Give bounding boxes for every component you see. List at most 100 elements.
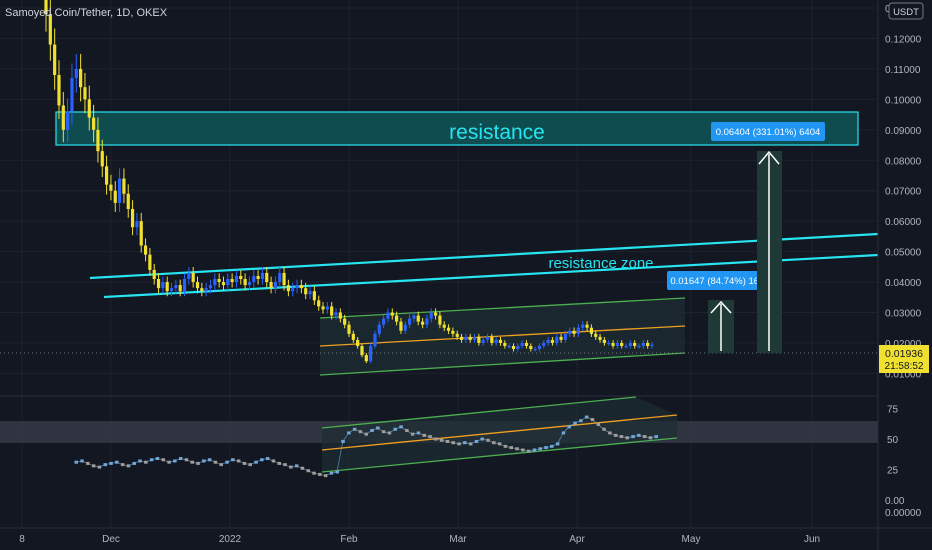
time-tick-label: Dec bbox=[102, 534, 120, 545]
measure-small-label: 0.01647 (84.74%) 1647 bbox=[670, 276, 769, 287]
indicator-segment bbox=[81, 460, 88, 464]
indicator-segment bbox=[116, 461, 123, 466]
candle-body bbox=[568, 330, 572, 334]
candle-body bbox=[330, 306, 334, 316]
candle-body bbox=[555, 336, 559, 343]
candle-body bbox=[351, 333, 355, 340]
price-candles bbox=[44, 0, 654, 364]
indicator-segment bbox=[621, 436, 628, 439]
candle-body bbox=[48, 14, 52, 45]
candle-body bbox=[122, 178, 126, 194]
indicator-channel-upper[interactable] bbox=[321, 396, 637, 429]
candle-body bbox=[299, 285, 303, 289]
indicator-channel-mid[interactable] bbox=[321, 414, 678, 451]
indicator-segment bbox=[168, 460, 175, 463]
price-tick-label: 0.07000 bbox=[885, 187, 922, 198]
indicator-tick-label: 0.00 bbox=[885, 496, 905, 507]
candle-body bbox=[546, 339, 550, 343]
time-axis[interactable]: 8 Dec 2022 Feb Mar Apr May Jun bbox=[19, 534, 820, 545]
candle-body bbox=[572, 330, 576, 334]
indicator-segment bbox=[505, 445, 512, 448]
candle-body bbox=[637, 345, 641, 348]
candle-body bbox=[607, 342, 611, 345]
indicator-segment bbox=[458, 442, 465, 445]
indicator-segment bbox=[197, 460, 204, 464]
indicator-segment bbox=[319, 473, 326, 477]
price-tick-label: 0.03000 bbox=[885, 308, 922, 319]
indicator-segment bbox=[597, 424, 605, 430]
candle-body bbox=[213, 279, 217, 286]
price-tick-label: 0.09000 bbox=[885, 126, 922, 137]
measure-small-arrowhead bbox=[710, 300, 732, 314]
measure-big-label: 0.06404 (331.01%) 6404 bbox=[716, 127, 821, 138]
price-tick-label: 0.10000 bbox=[885, 95, 922, 106]
price-axis[interactable]: 0.130000.120000.110000.100000.090000.080… bbox=[885, 4, 922, 380]
candle-body bbox=[373, 333, 377, 346]
candle-body bbox=[312, 291, 316, 301]
candle-body bbox=[187, 272, 191, 280]
candle-body bbox=[581, 324, 585, 328]
candle-body bbox=[321, 306, 325, 310]
price-tick-label: 0.11000 bbox=[885, 65, 921, 76]
last-price-badge bbox=[879, 345, 929, 373]
candle-body bbox=[126, 193, 130, 209]
indicator-segment bbox=[435, 438, 442, 441]
candle-body bbox=[464, 336, 468, 340]
indicator-segment bbox=[383, 431, 390, 434]
indicator-segment bbox=[412, 432, 419, 435]
indicator-segment bbox=[638, 434, 645, 437]
indicator-segment bbox=[487, 439, 494, 444]
candle-body bbox=[490, 336, 494, 343]
price-channel-mid[interactable] bbox=[319, 325, 686, 347]
candle-body bbox=[468, 336, 472, 340]
indicator-segment bbox=[534, 448, 541, 451]
resistance-zone-upper-line[interactable] bbox=[89, 232, 879, 280]
indicator-segment bbox=[122, 464, 129, 467]
price-tick-label: 0.02000 bbox=[885, 339, 922, 350]
symbol-title[interactable]: Samoyed Coin/Tether, 1D, OKEX bbox=[5, 7, 168, 19]
currency-badge[interactable] bbox=[888, 2, 924, 20]
indicator-channel-lower[interactable] bbox=[321, 437, 678, 473]
indicator-segment bbox=[133, 460, 140, 464]
measure-small-label-bg bbox=[667, 271, 774, 290]
time-tick-label: 8 bbox=[19, 534, 25, 545]
time-tick-label: Apr bbox=[569, 534, 585, 545]
indicator-segment bbox=[261, 458, 268, 461]
indicator-segment bbox=[528, 449, 535, 452]
candle-body bbox=[338, 312, 342, 319]
indicator-segment bbox=[267, 458, 274, 462]
candle-body bbox=[269, 282, 273, 289]
candle-body bbox=[291, 288, 295, 292]
indicator-segment bbox=[586, 416, 593, 420]
candle-body bbox=[416, 315, 420, 322]
candle-body bbox=[559, 336, 563, 340]
price-tick-label: 0.04000 bbox=[885, 278, 922, 289]
indicator-segment bbox=[377, 427, 384, 433]
candle-body bbox=[143, 245, 148, 255]
candle-body bbox=[182, 279, 187, 292]
candle-body bbox=[382, 318, 386, 325]
indicator-segment bbox=[400, 426, 407, 431]
candle-body bbox=[239, 275, 243, 280]
resistance-zone-lower-line[interactable] bbox=[103, 253, 879, 299]
candle-body bbox=[442, 324, 446, 328]
candle-body bbox=[524, 342, 529, 346]
price-channel-upper[interactable] bbox=[319, 297, 686, 319]
candle-body bbox=[356, 339, 360, 346]
candle-body bbox=[503, 342, 507, 346]
candle-body bbox=[611, 342, 615, 346]
candle-body bbox=[96, 129, 100, 152]
price-channel-lower[interactable] bbox=[319, 352, 686, 376]
indicator-segment bbox=[145, 459, 152, 463]
candle-body bbox=[602, 339, 606, 343]
candle-body bbox=[252, 275, 256, 283]
price-tick-label: 0.05000 bbox=[885, 248, 922, 259]
indicator-segment bbox=[562, 426, 570, 434]
indicator-axis[interactable]: 75 50 25 0.000.00000 bbox=[885, 405, 922, 519]
indicator-segment bbox=[418, 432, 425, 436]
candle-body bbox=[498, 339, 503, 343]
indicator-segment bbox=[226, 459, 233, 463]
candle-body bbox=[234, 275, 239, 283]
candle-body bbox=[507, 345, 511, 348]
